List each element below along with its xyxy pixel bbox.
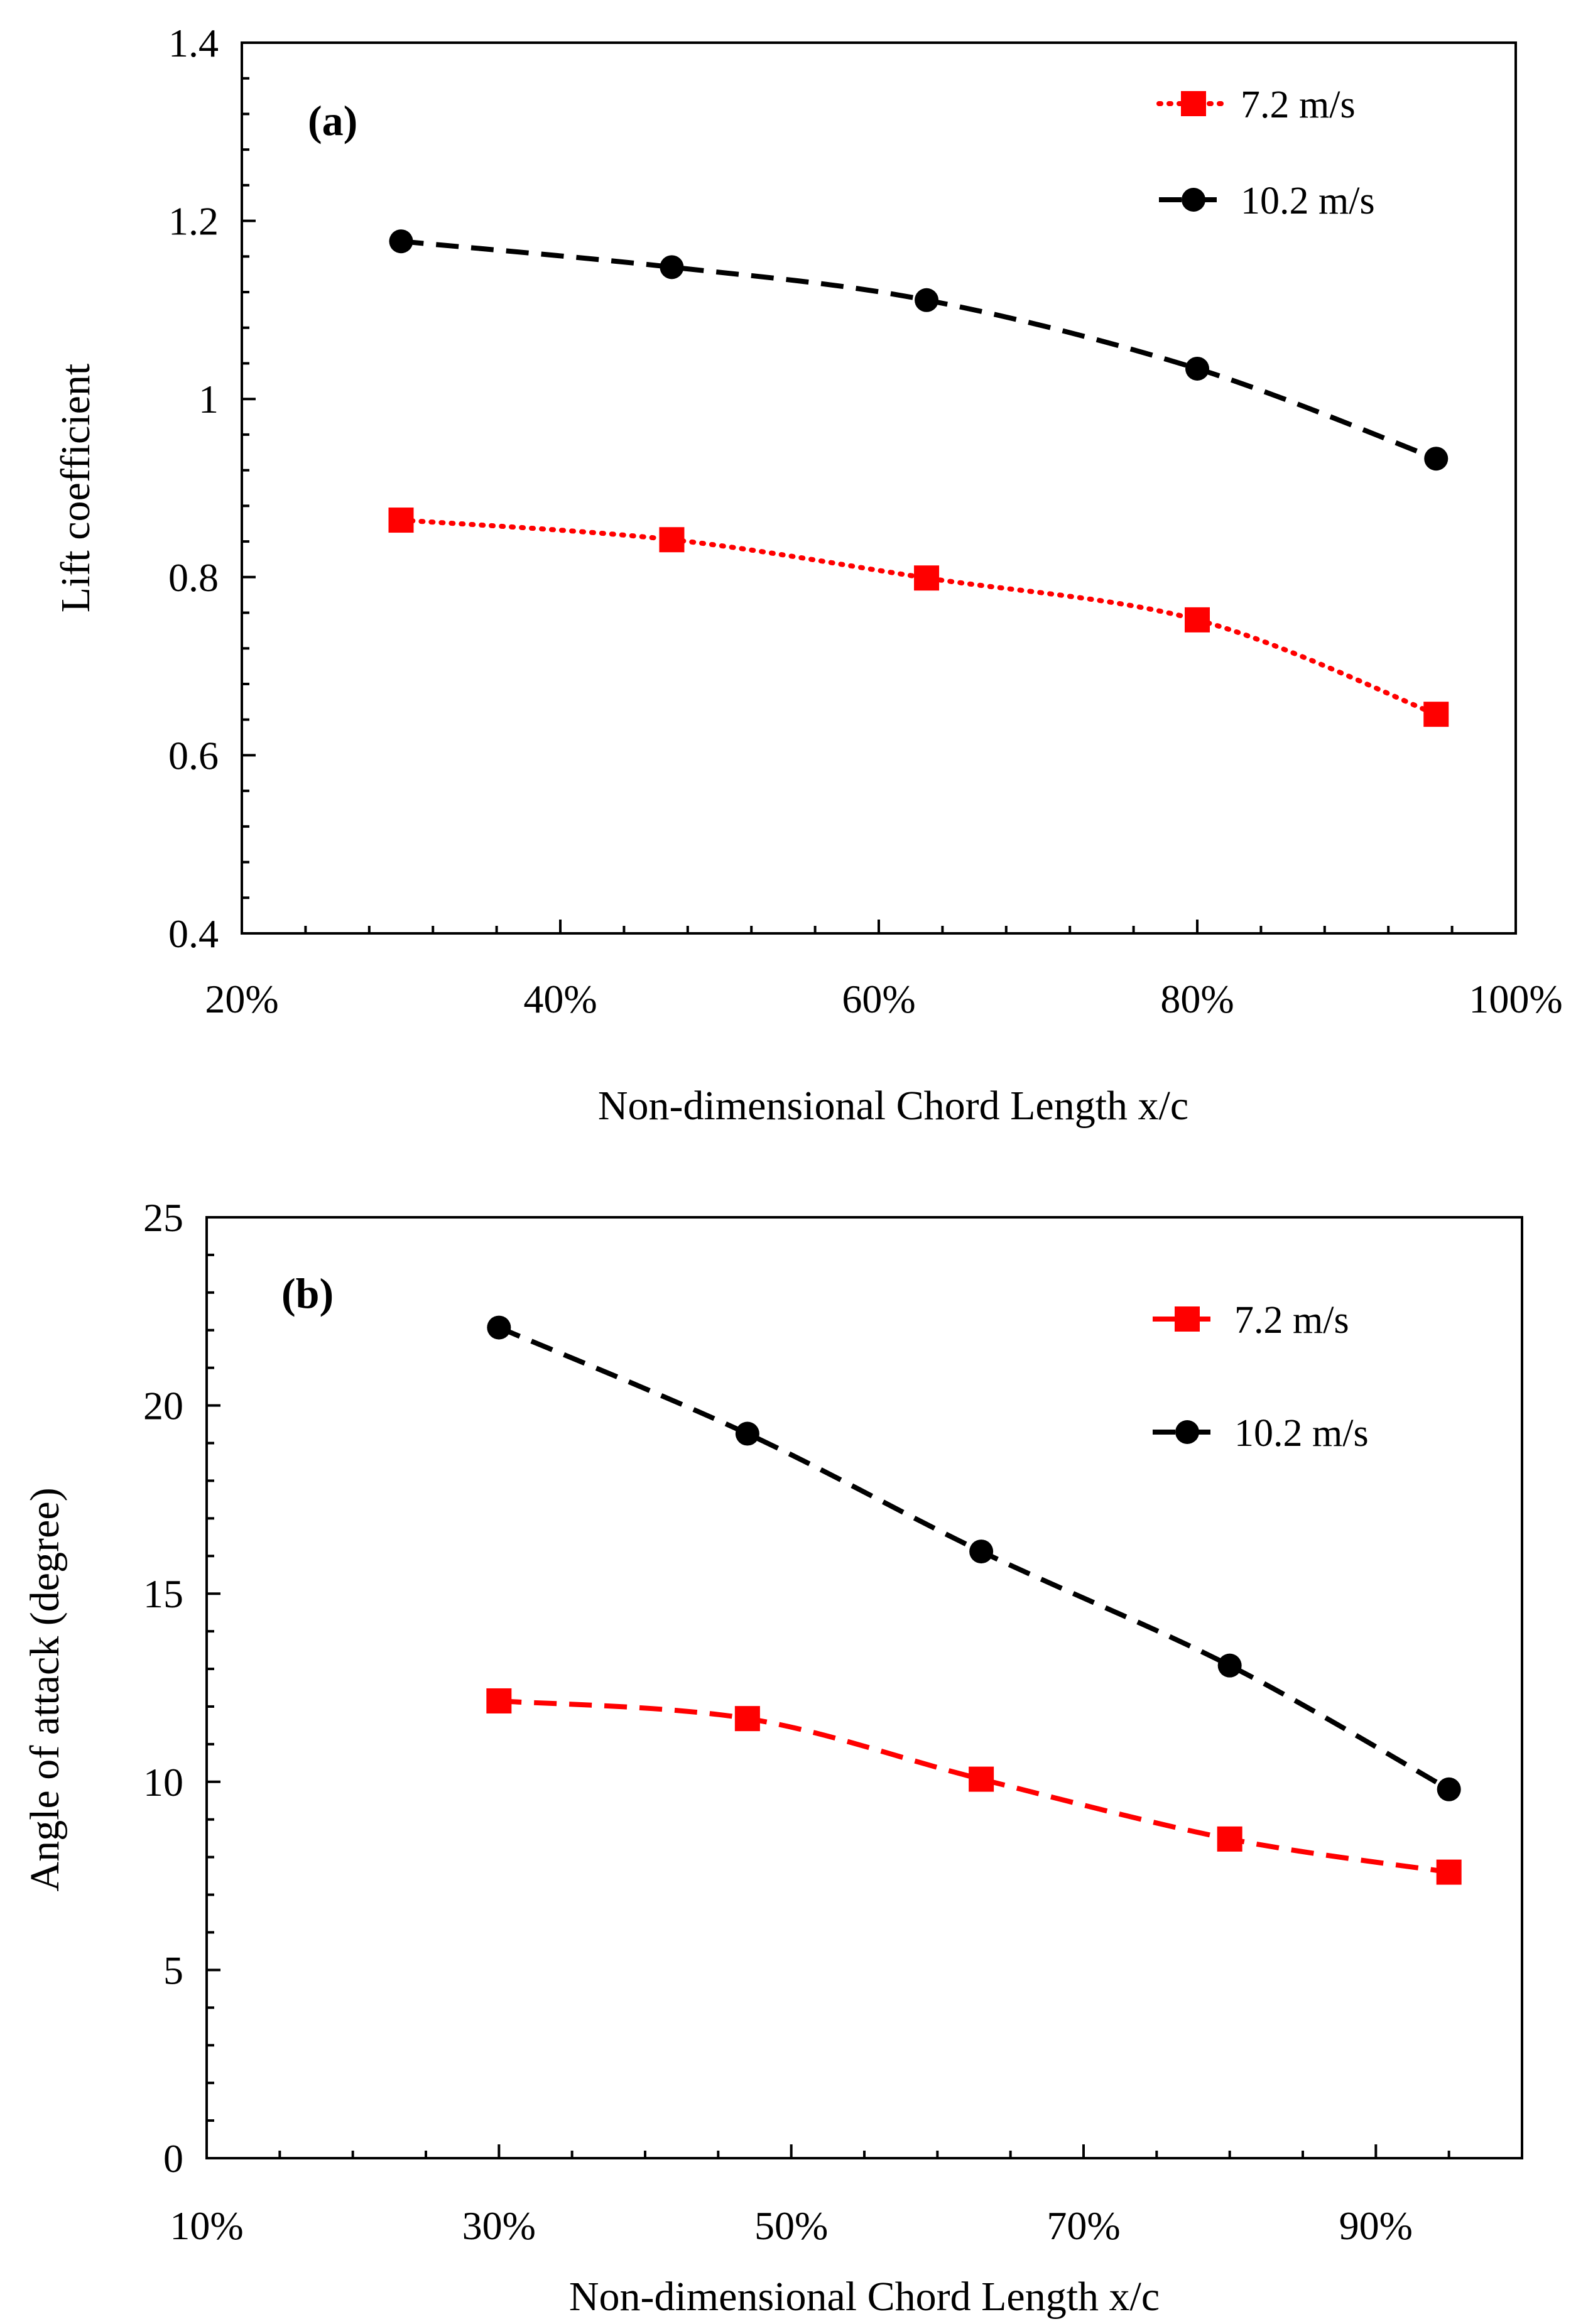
panel-label-a: (a) (308, 97, 357, 144)
data-point-10-2-m-s (389, 229, 413, 254)
legend-marker-7-2-m-s (1181, 91, 1206, 116)
data-point-10-2-m-s (1437, 1777, 1461, 1801)
legend-label-7-2-m-s: 7.2 m/s (1241, 84, 1356, 126)
y-tick-label-a: 1.2 (168, 199, 219, 244)
x-axis-b: 10% 30% 50% 70% 90% (170, 2144, 1450, 2248)
y-tick-label-b: 15 (143, 1572, 183, 1616)
x-tick-label-a: 60% (842, 977, 915, 1021)
data-point-10-2-m-s (1217, 1653, 1242, 1678)
chart-panel-b: 10% 30% 50% 70% 90% 0 5 10 15 20 25 (b) 7.2 m/s 10… (22, 1195, 1523, 2320)
x-tick-label-a: 20% (205, 977, 278, 1021)
data-point-10-2-m-s (735, 1421, 759, 1446)
legend-b: 7.2 m/s 10.2 m/s (1153, 1299, 1369, 1455)
data-point-7-2-m-s (1185, 607, 1210, 633)
y-tick-label-a: 1 (198, 377, 219, 421)
series-layer-a (388, 229, 1449, 727)
data-point-7-2-m-s (659, 527, 685, 553)
x-tick-label-a: 40% (523, 977, 597, 1021)
legend-label-10-2-m-s: 10.2 m/s (1234, 1412, 1369, 1455)
data-point-7-2-m-s (1436, 1859, 1462, 1885)
y-axis-title-b: Angle of attack (degree) (22, 1487, 68, 1891)
data-point-10-2-m-s (1185, 356, 1209, 381)
y-tick-label-a: 0.8 (168, 555, 219, 600)
data-point-7-2-m-s (1423, 702, 1449, 727)
data-point-7-2-m-s (969, 1766, 994, 1792)
data-point-10-2-m-s (969, 1539, 994, 1564)
y-tick-label-a: 1.4 (168, 21, 219, 65)
legend-marker-7-2-m-s (1175, 1306, 1200, 1332)
legend-label-7-2-m-s: 7.2 m/s (1234, 1299, 1349, 1342)
x-axis-a: 20% 40% 60% 80% 100% (205, 920, 1563, 1021)
x-tick-label-b: 30% (462, 2203, 536, 2248)
x-axis-title-b: Non-dimensional Chord Length x/c (569, 2274, 1160, 2320)
chart-panel-a: 20% 40% 60% 80% 100% 0.4 0.6 0.8 1 1.2 1.4 (a) 7.… (53, 21, 1563, 1129)
y-tick-label-b: 5 (163, 1948, 183, 1992)
x-axis-title-a: Non-dimensional Chord Length x/c (598, 1083, 1188, 1129)
x-tick-label-b: 50% (754, 2203, 828, 2248)
y-axis-title-a: Lift coefficient (53, 364, 99, 612)
legend-label-10-2-m-s: 10.2 m/s (1241, 180, 1375, 222)
series-layer-b (486, 1315, 1462, 1885)
data-point-7-2-m-s (388, 508, 414, 533)
data-point-10-2-m-s (915, 288, 939, 312)
y-tick-label-b: 0 (163, 2136, 183, 2181)
data-point-7-2-m-s (734, 1706, 760, 1732)
series-line-7-2-m-s (398, 518, 1439, 717)
y-tick-label-b: 25 (143, 1195, 183, 1240)
data-point-7-2-m-s (914, 565, 940, 591)
legend-marker-10-2-m-s (1182, 188, 1205, 212)
data-point-10-2-m-s (487, 1315, 511, 1340)
panel-label-b: (b) (281, 1269, 334, 1317)
legend-marker-10-2-m-s (1175, 1420, 1199, 1444)
x-tick-label-a: 80% (1160, 977, 1234, 1021)
x-tick-label-b: 10% (170, 2203, 243, 2248)
y-axis-b: 0 5 10 15 20 25 (143, 1195, 220, 2181)
y-axis-a: 0.4 0.6 0.8 1 1.2 1.4 (168, 21, 256, 956)
data-point-10-2-m-s (1424, 447, 1449, 471)
y-tick-label-a: 0.6 (168, 733, 219, 778)
series-line-7-2-m-s (499, 1698, 1450, 1875)
data-point-7-2-m-s (486, 1688, 512, 1713)
y-tick-label-a: 0.4 (168, 911, 219, 956)
y-tick-label-b: 20 (143, 1384, 183, 1428)
legend-a: 7.2 m/s 10.2 m/s (1156, 84, 1375, 222)
data-point-10-2-m-s (660, 255, 684, 280)
data-point-7-2-m-s (1217, 1826, 1242, 1852)
x-tick-label-b: 70% (1047, 2203, 1120, 2248)
x-tick-label-a: 100% (1469, 977, 1562, 1021)
x-tick-label-b: 90% (1339, 2203, 1413, 2248)
y-tick-label-b: 10 (143, 1760, 183, 1805)
